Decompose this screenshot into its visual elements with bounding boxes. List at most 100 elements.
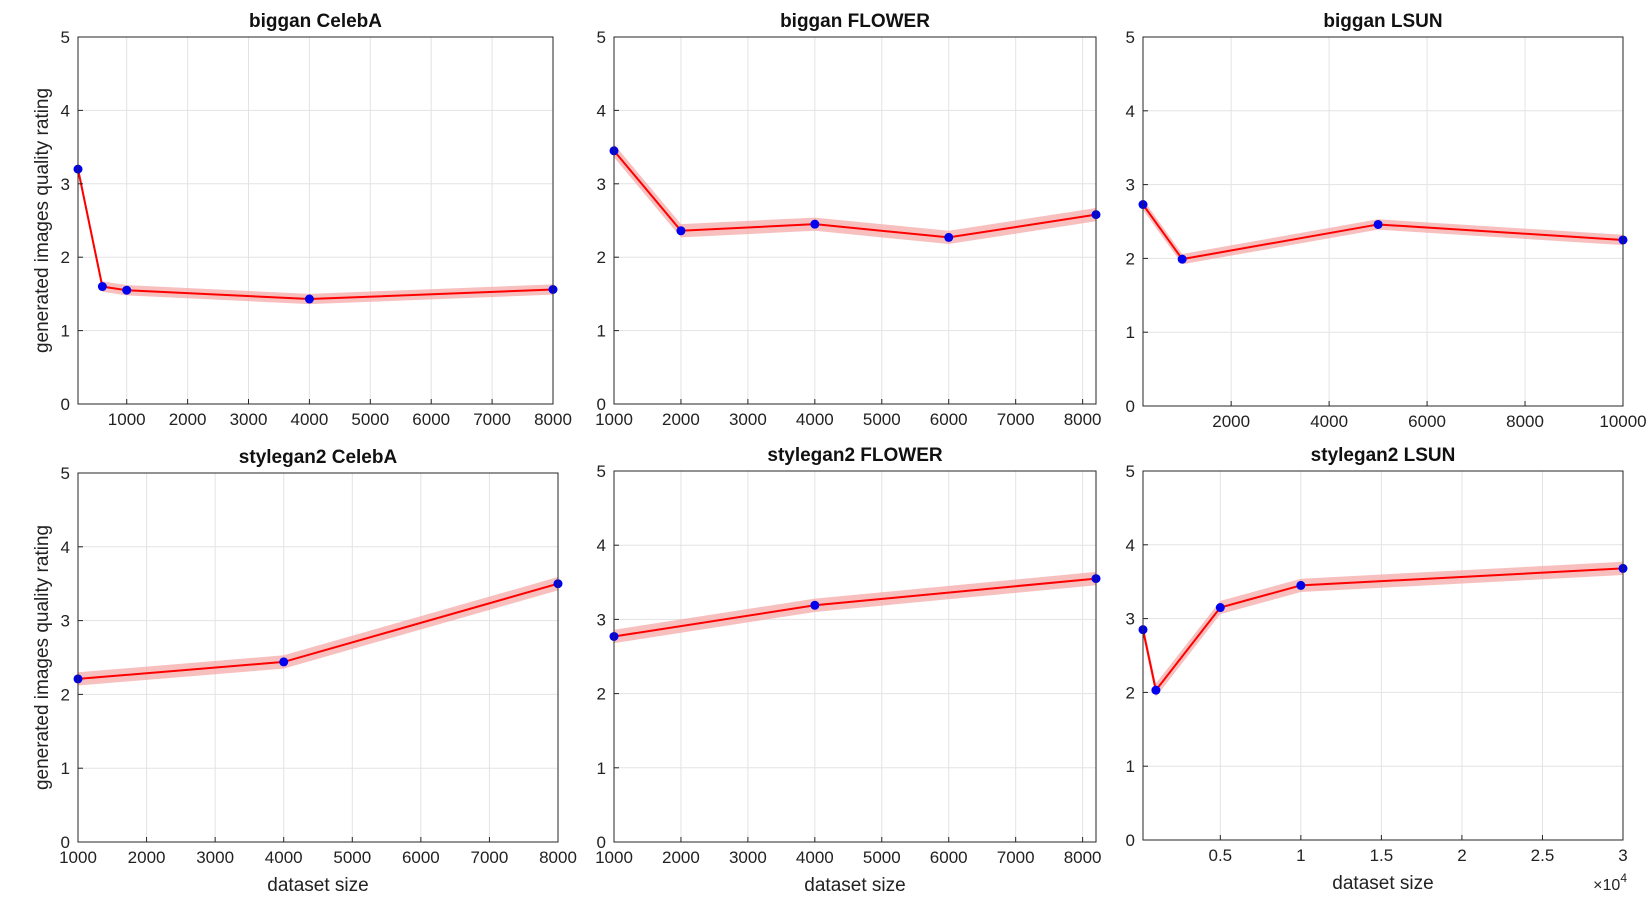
axes-box — [1142, 36, 1624, 407]
y-tick-label: 5 — [1126, 462, 1135, 481]
confidence-band — [78, 577, 558, 686]
x-tick-label: 6000 — [402, 848, 440, 867]
x-axis-label: dataset size — [267, 875, 368, 896]
y-tick-label: 2 — [1126, 683, 1135, 702]
y-tick-label: 0 — [61, 833, 70, 852]
x-tick-label: 8000 — [1064, 410, 1102, 429]
y-tick-label: 1 — [1126, 323, 1135, 342]
data-point — [122, 285, 132, 295]
series-line — [77, 168, 554, 301]
chart-title: stylegan2 LSUN — [1311, 445, 1456, 466]
axes-box — [613, 470, 1097, 843]
y-tick-label: 3 — [597, 610, 606, 629]
axes-box — [77, 36, 554, 405]
data-point — [279, 657, 289, 667]
data-point — [944, 232, 954, 242]
x-tick-label: 7000 — [997, 410, 1035, 429]
y-tick-label: 1 — [1126, 757, 1135, 776]
x-tick-label: 2000 — [662, 848, 700, 867]
x-tick-label: 4000 — [796, 410, 834, 429]
chart-panel-4: 1000 2000 3000 4000 5000 6000 7000 8000 0 1 2 3 4 5 st… — [32, 447, 577, 896]
y-tick-label: 4 — [1126, 536, 1135, 555]
y-tick-label: 2 — [597, 685, 606, 704]
x-tick-label: 4000 — [796, 848, 834, 867]
y-tick-label: 1 — [597, 759, 606, 778]
x-axis-label: dataset size — [804, 875, 905, 896]
x-tick-label: 2.5 — [1531, 846, 1555, 865]
y-tick-label: 4 — [61, 538, 70, 557]
x-tick-label: 1.5 — [1370, 846, 1394, 865]
y-tick-label: 3 — [1126, 176, 1135, 195]
axes-box — [77, 472, 559, 843]
y-tick-label: 0 — [1126, 397, 1135, 416]
chart-panel-1: 1000 2000 3000 4000 5000 6000 7000 8000 0 1 2 3 4 5 bi… — [32, 11, 572, 429]
x-tick-label: 2000 — [169, 410, 207, 429]
x-tick-label: 10000 — [1599, 412, 1646, 431]
data-point — [1373, 219, 1383, 229]
y-tick-label: 4 — [597, 536, 606, 555]
x-tick-label: 6000 — [412, 410, 450, 429]
x-tick-label: 2 — [1457, 846, 1466, 865]
y-tick-label: 4 — [597, 101, 606, 120]
x-tick-label: 1000 — [595, 848, 633, 867]
confidence-band — [78, 163, 553, 305]
y-tick-label: 5 — [1126, 28, 1135, 47]
x-tick-label: 5000 — [863, 848, 901, 867]
data-point — [1151, 685, 1161, 695]
y-tick-label: 1 — [597, 322, 606, 341]
x-tick-label: 5000 — [863, 410, 901, 429]
y-tick-label: 4 — [1126, 102, 1135, 121]
x-axis-exponent: ×104 — [1593, 871, 1627, 894]
axes-box — [613, 36, 1097, 405]
x-tick-label: 3000 — [230, 410, 268, 429]
y-tick-label: 2 — [597, 248, 606, 267]
y-tick-label: 5 — [597, 462, 606, 481]
y-tick-label: 3 — [61, 612, 70, 631]
y-tick-label: 0 — [597, 833, 606, 852]
y-tick-label: 5 — [61, 464, 70, 483]
y-tick-label: 1 — [61, 322, 70, 341]
x-tick-label: 3000 — [729, 848, 767, 867]
data-point — [810, 219, 820, 229]
chart-title: stylegan2 CelebA — [239, 447, 398, 468]
x-tick-label: 6000 — [930, 848, 968, 867]
x-tick-label: 7000 — [473, 410, 511, 429]
x-tick-label: 7000 — [471, 848, 509, 867]
x-tick-label: 8000 — [1506, 412, 1544, 431]
data-point — [810, 600, 820, 610]
x-tick-label: 8000 — [1064, 848, 1102, 867]
x-tick-label: 8000 — [539, 848, 577, 867]
data-point — [304, 294, 314, 304]
x-tick-label: 1000 — [59, 848, 97, 867]
confidence-band — [614, 144, 1096, 244]
y-tick-label: 3 — [597, 175, 606, 194]
y-tick-label: 0 — [1126, 831, 1135, 850]
data-point — [97, 282, 107, 292]
chart-title: biggan LSUN — [1323, 11, 1442, 32]
x-tick-label: 3000 — [196, 848, 234, 867]
x-tick-label: 3 — [1618, 846, 1627, 865]
y-tick-label: 0 — [597, 395, 606, 414]
x-tick-label: 5000 — [333, 848, 371, 867]
x-axis-label: dataset size — [1332, 873, 1433, 894]
chart-panel-2: 1000 2000 3000 4000 5000 6000 7000 8000 0 1 2 3 4 5 bi… — [595, 11, 1101, 429]
y-tick-label: 4 — [61, 101, 70, 120]
x-tick-label: 0.5 — [1208, 846, 1232, 865]
data-point — [676, 226, 686, 236]
x-tick-label: 4000 — [265, 848, 303, 867]
chart-panel-6: 0.5 1 1.5 2 2.5 3 0 1 2 3 4 5 stylegan2 LSUN dataset … — [1126, 445, 1628, 894]
x-tick-label: 1000 — [595, 410, 633, 429]
x-tick-label: 6000 — [930, 410, 968, 429]
x-tick-label: 2000 — [1212, 412, 1250, 431]
series-line — [1142, 203, 1624, 261]
y-tick-label: 2 — [1126, 249, 1135, 268]
data-point — [1177, 254, 1187, 264]
x-tick-label: 2000 — [128, 848, 166, 867]
chart-title: stylegan2 FLOWER — [767, 445, 943, 466]
x-tick-label: 8000 — [534, 410, 572, 429]
y-tick-label: 2 — [61, 685, 70, 704]
x-tick-label: 6000 — [1408, 412, 1446, 431]
y-tick-label: 5 — [597, 28, 606, 47]
x-tick-label: 1 — [1296, 846, 1305, 865]
